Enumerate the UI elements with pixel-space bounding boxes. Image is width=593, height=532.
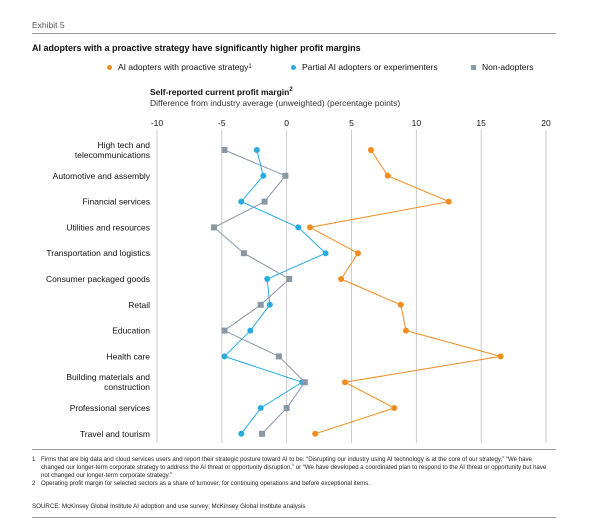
legend-label-non: Non-adopters bbox=[482, 62, 534, 72]
data-point-partial bbox=[253, 147, 260, 153]
data-point-non-adopters bbox=[211, 224, 218, 231]
legend-marker-proactive bbox=[107, 64, 112, 70]
x-tick-label: 10 bbox=[412, 118, 422, 128]
chart-subtitle: Self-reported current profit margin2 bbox=[150, 87, 293, 97]
category-label-line: Health care bbox=[107, 351, 151, 361]
category-label: Education bbox=[112, 326, 150, 336]
data-point-non-adopters bbox=[282, 172, 289, 179]
bottom-divider bbox=[32, 517, 556, 518]
category-label: Retail bbox=[128, 300, 150, 310]
category-label: Utilities and resources bbox=[66, 222, 150, 232]
category-label-line: telecommunications bbox=[75, 150, 150, 160]
data-point-partial bbox=[238, 198, 245, 205]
data-point-non-adopters bbox=[257, 301, 264, 308]
subtitle-sup: 2 bbox=[289, 87, 293, 94]
footnote-2: 2 Operating profit margin for selected s… bbox=[32, 480, 556, 488]
data-point-proactive bbox=[384, 172, 391, 179]
data-point-non-adopters bbox=[221, 327, 228, 334]
subtitle-text: Self-reported current profit margin bbox=[150, 87, 290, 97]
category-label: Financial services bbox=[82, 197, 150, 207]
data-point-partial bbox=[322, 250, 329, 257]
category-label-line: Travel and tourism bbox=[80, 429, 150, 439]
data-point-proactive bbox=[367, 147, 374, 153]
data-point-non-adopters bbox=[283, 405, 290, 411]
data-point-proactive bbox=[354, 250, 361, 257]
category-label-line: Financial services bbox=[82, 197, 150, 207]
category-label-line: Consumer packaged goods bbox=[46, 274, 150, 284]
data-point-non-adopters bbox=[259, 430, 266, 437]
x-tick-label: -5 bbox=[218, 118, 226, 128]
legend-marker-partial bbox=[291, 64, 296, 70]
category-label: High tech and telecommunications bbox=[75, 140, 150, 160]
footnotes: 1 Firms that are big data and cloud serv… bbox=[32, 456, 556, 488]
data-point-proactive bbox=[397, 301, 404, 308]
category-label-line: Education bbox=[112, 326, 150, 336]
category-label-line: construction bbox=[104, 382, 150, 392]
data-point-non-adopters bbox=[275, 353, 282, 360]
data-point-partial bbox=[221, 353, 228, 360]
data-point-partial bbox=[247, 327, 254, 334]
data-point-partial bbox=[238, 430, 245, 437]
data-point-non-adopters bbox=[221, 147, 228, 153]
category-label-line: Retail bbox=[128, 300, 150, 310]
x-tick-label: 15 bbox=[476, 118, 486, 128]
series-line-2 bbox=[213, 149, 306, 435]
chart-subnote: Difference from industry average (unweig… bbox=[150, 98, 401, 108]
footnote-1-number: 1 bbox=[32, 456, 36, 463]
exhibit-label: Exhibit 5 bbox=[32, 20, 65, 30]
data-point-proactive bbox=[312, 430, 319, 437]
top-divider bbox=[32, 33, 556, 34]
category-label-line: Utilities and resources bbox=[66, 222, 150, 232]
legend-label-partial: Partial AI adopters or experimenters bbox=[302, 62, 438, 72]
data-point-proactive bbox=[497, 353, 504, 360]
category-label-line: Automotive and assembly bbox=[53, 171, 151, 181]
profit-margin-chart: -10 -5 0 5 10 15 20 High tech and telecommunicat… bbox=[46, 118, 551, 443]
source-note: SOURCE: McKinsey Global Institute AI ado… bbox=[32, 503, 306, 510]
data-point-partial bbox=[257, 405, 264, 411]
chart-title: AI adopters with a proactive strategy ha… bbox=[32, 43, 361, 53]
category-label: Consumer packaged goods bbox=[46, 274, 150, 284]
category-label: Professional services bbox=[70, 403, 150, 413]
x-tick-label: 20 bbox=[541, 118, 551, 128]
data-point-non-adopters bbox=[286, 276, 293, 282]
footnote-1: 1 Firms that are big data and cloud serv… bbox=[32, 456, 556, 480]
data-point-proactive bbox=[307, 224, 314, 231]
series-line-0 bbox=[308, 149, 501, 435]
category-label-line: Transportation and logistics bbox=[46, 248, 150, 258]
x-tick-label: 5 bbox=[349, 118, 354, 128]
legend-item-non: Non-adopters bbox=[471, 62, 534, 72]
category-label: Transportation and logistics bbox=[46, 248, 150, 258]
data-point-partial bbox=[266, 301, 273, 308]
data-point-partial bbox=[260, 172, 267, 179]
data-point-partial bbox=[295, 224, 302, 231]
category-label: Automotive and assembly bbox=[53, 171, 151, 181]
category-label-line: Building materials and bbox=[66, 372, 150, 382]
x-tick-label: 0 bbox=[284, 118, 289, 128]
legend-marker-non bbox=[471, 64, 476, 70]
data-point-non-adopters bbox=[261, 198, 268, 205]
legend-item-partial: Partial AI adopters or experimenters bbox=[291, 62, 438, 72]
series-line-1 bbox=[223, 149, 327, 435]
data-point-non-adopters bbox=[240, 250, 247, 257]
category-label: Building materials and construction bbox=[66, 372, 150, 392]
data-point-proactive bbox=[338, 276, 345, 282]
category-label-line: Professional services bbox=[70, 403, 150, 413]
category-label: Travel and tourism bbox=[80, 429, 150, 439]
footnote-2-text: Operating profit margin for selected sec… bbox=[41, 480, 370, 487]
data-point-proactive bbox=[391, 405, 398, 411]
footnote-divider bbox=[32, 449, 556, 450]
data-point-partial bbox=[264, 276, 271, 282]
legend-item-proactive: AI adopters with proactive strategy 1 bbox=[107, 62, 252, 72]
footnote-1-text: Firms that are big data and cloud servic… bbox=[41, 456, 547, 479]
data-point-proactive bbox=[342, 379, 349, 386]
legend-label-proactive: AI adopters with proactive strategy bbox=[118, 62, 249, 72]
category-label: Health care bbox=[107, 351, 151, 361]
data-point-proactive bbox=[445, 198, 452, 205]
x-tick-label: -10 bbox=[151, 118, 164, 128]
legend-sup-proactive: 1 bbox=[248, 64, 252, 70]
category-label-line: High tech and bbox=[98, 140, 151, 150]
data-point-non-adopters bbox=[301, 379, 308, 386]
data-point-proactive bbox=[402, 327, 409, 334]
footnote-2-number: 2 bbox=[32, 480, 36, 487]
